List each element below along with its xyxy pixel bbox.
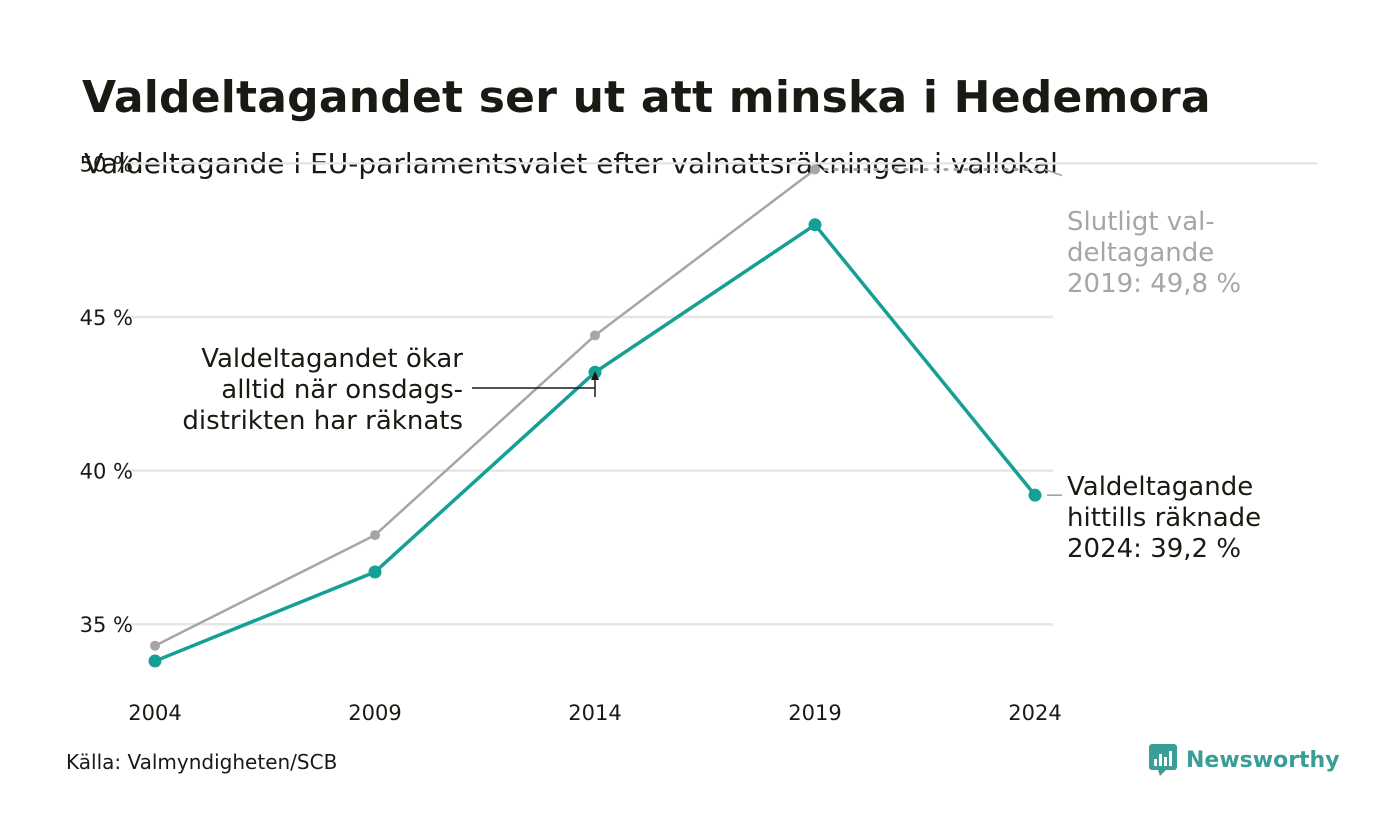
night-note-line: hittills räknade — [1067, 503, 1261, 533]
final-note-line: deltagande — [1067, 238, 1214, 268]
final-turnout-point — [150, 640, 160, 651]
night-note-line: Valdeltagande — [1067, 472, 1253, 502]
final-turnout-line — [154, 168, 816, 647]
brand-name: Newsworthy — [1186, 747, 1340, 773]
brand-logo: Newsworthy — [1148, 743, 1340, 777]
election-night-turnout-point — [368, 565, 382, 579]
x-tick-label: 2004 — [128, 701, 181, 725]
y-tick-label: 40 % — [80, 460, 133, 484]
final-note-line: 2019: 49,8 % — [1067, 269, 1241, 299]
final-note-connector — [1044, 168, 1063, 177]
x-tick-label: 2014 — [568, 701, 621, 725]
final-turnout-point — [590, 330, 600, 341]
election-night-turnout-point — [1028, 488, 1042, 502]
final-turnout-point — [810, 164, 820, 175]
x-tick-label: 2009 — [348, 701, 401, 725]
night-note-line: 2024: 39,2 % — [1067, 534, 1241, 564]
chart-title: Valdeltagandet ser ut att minska i Hedem… — [82, 72, 1211, 123]
y-tick-label: 50 % — [80, 152, 133, 176]
y-tick-label: 45 % — [80, 306, 133, 330]
wednesday-note-line: distrikten har räknats — [182, 406, 463, 436]
y-tick-label: 35 % — [80, 613, 133, 637]
x-tick-label: 2024 — [1008, 701, 1061, 725]
election-night-turnout-line — [154, 223, 1037, 663]
wednesday-note-line: Valdeltagandet ökar — [201, 344, 463, 374]
election-night-turnout-point — [148, 654, 162, 668]
final-turnout-point — [370, 530, 380, 541]
election-night-turnout-point — [808, 218, 822, 232]
final-note-line: Slutligt val- — [1067, 207, 1215, 237]
newsworthy-logo-icon — [1149, 744, 1177, 776]
wednesday-note-line: alltid när onsdags- — [221, 375, 463, 405]
wednesday-note-arrowhead — [591, 371, 599, 380]
x-tick-label: 2019 — [788, 701, 841, 725]
source-note: Källa: Valmyndigheten/SCB — [66, 750, 338, 774]
